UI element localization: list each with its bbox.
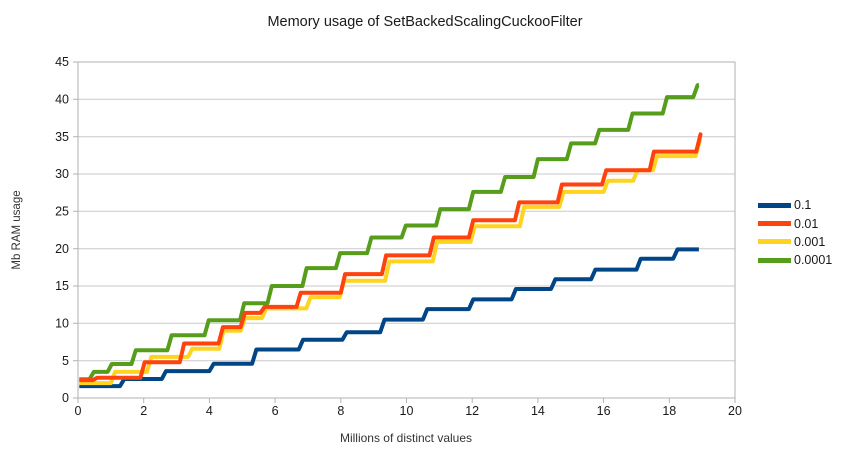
legend: 0.1 0.01 0.001 0.0001 xyxy=(758,196,832,270)
legend-swatch-line xyxy=(758,239,791,245)
y-tick-label: 45 xyxy=(55,55,69,69)
x-tick-label: 4 xyxy=(206,404,213,418)
legend-label: 0.001 xyxy=(794,234,826,249)
y-tick-label: 35 xyxy=(55,130,69,144)
series-line-0.01 xyxy=(79,132,703,383)
chart-title: Memory usage of SetBackedScalingCuckooFi… xyxy=(267,14,583,30)
legend-swatch-line xyxy=(758,221,791,227)
legend-label: 0.1 xyxy=(794,198,812,213)
y-tick-label: 20 xyxy=(55,242,69,256)
x-axis-title: Millions of distinct values xyxy=(339,431,473,445)
y-tick-label: 0 xyxy=(62,391,69,405)
y-axis-title: Mb RAM usage xyxy=(11,190,23,270)
legend-item: 0.0001 xyxy=(758,251,832,269)
y-tick-label: 30 xyxy=(55,167,69,181)
legend-item: 0.001 xyxy=(758,233,832,251)
x-tick-label: 18 xyxy=(662,404,676,418)
x-tick-label: 6 xyxy=(272,404,279,418)
y-tick-label: 10 xyxy=(55,317,69,331)
y-tick-label: 25 xyxy=(55,205,69,219)
x-tick-label: 8 xyxy=(337,404,344,418)
x-tick-label: 16 xyxy=(597,404,611,418)
legend-item: 0.01 xyxy=(758,214,832,232)
legend-swatch-line xyxy=(758,257,791,263)
y-tick-label: 40 xyxy=(55,93,69,107)
x-tick-label: 2 xyxy=(140,404,147,418)
x-tick-label: 14 xyxy=(531,404,545,418)
x-tick-label: 0 xyxy=(75,404,82,418)
x-tick-label: 20 xyxy=(728,404,742,418)
y-tick-label: 15 xyxy=(55,279,69,293)
series-line-0.1 xyxy=(79,247,699,389)
legend-swatch-line xyxy=(758,202,791,208)
y-tick-label: 5 xyxy=(62,354,69,368)
series-line-0.0001 xyxy=(79,83,700,382)
legend-item: 0.1 xyxy=(758,196,832,214)
x-tick-label: 10 xyxy=(400,404,414,418)
legend-label: 0.0001 xyxy=(794,253,833,268)
legend-label: 0.01 xyxy=(794,216,819,231)
series-line-0.001 xyxy=(79,138,702,386)
x-tick-label: 12 xyxy=(465,404,479,418)
